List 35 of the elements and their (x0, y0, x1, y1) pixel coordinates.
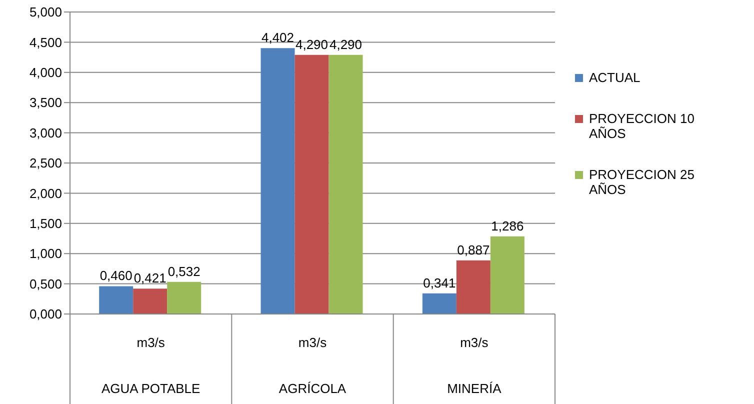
data-label: 0,460 (100, 268, 132, 284)
data-label: 0,341 (423, 275, 456, 290)
category-label: m3/s AGUA POTABLE (101, 335, 200, 396)
bar (260, 48, 295, 314)
y-tick-label: 0,500 (29, 276, 62, 292)
legend-label: PROYECCION 10 AÑOS (589, 111, 696, 141)
y-tick-label: 2,000 (29, 186, 62, 201)
bar (456, 260, 490, 314)
data-label: 4,290 (295, 36, 328, 52)
data-label: 1,286 (491, 218, 524, 234)
data-label: 0,532 (168, 264, 200, 279)
category-label: m3/s MINERÍA (447, 335, 502, 396)
y-tick-label: 0,000 (29, 306, 62, 322)
data-label: 4,402 (261, 30, 294, 46)
y-tick-label: 5,000 (29, 4, 62, 20)
y-tick-label: 2,500 (29, 156, 62, 171)
bar (133, 288, 168, 314)
bar (99, 286, 134, 314)
data-label: 0,887 (457, 242, 490, 258)
bar (422, 293, 456, 314)
data-label: 0,421 (134, 270, 166, 286)
legend-label: ACTUAL (589, 70, 642, 85)
y-tick-label: 1,500 (29, 216, 62, 232)
y-tick-label: 1,000 (29, 246, 62, 262)
y-tick-label: 3,500 (29, 95, 62, 110)
legend-label: PROYECCION 25 AÑOS (589, 167, 696, 197)
bar (294, 54, 329, 314)
bar (328, 54, 363, 314)
y-tick-label: 4,500 (29, 34, 62, 50)
bar (167, 282, 202, 314)
data-label: 4,290 (329, 36, 362, 52)
y-tick-label: 4,000 (29, 65, 62, 80)
bar (490, 236, 524, 314)
y-tick-label: 3,000 (29, 125, 62, 140)
category-label: m3/s AGRÍCOLA (278, 335, 346, 396)
